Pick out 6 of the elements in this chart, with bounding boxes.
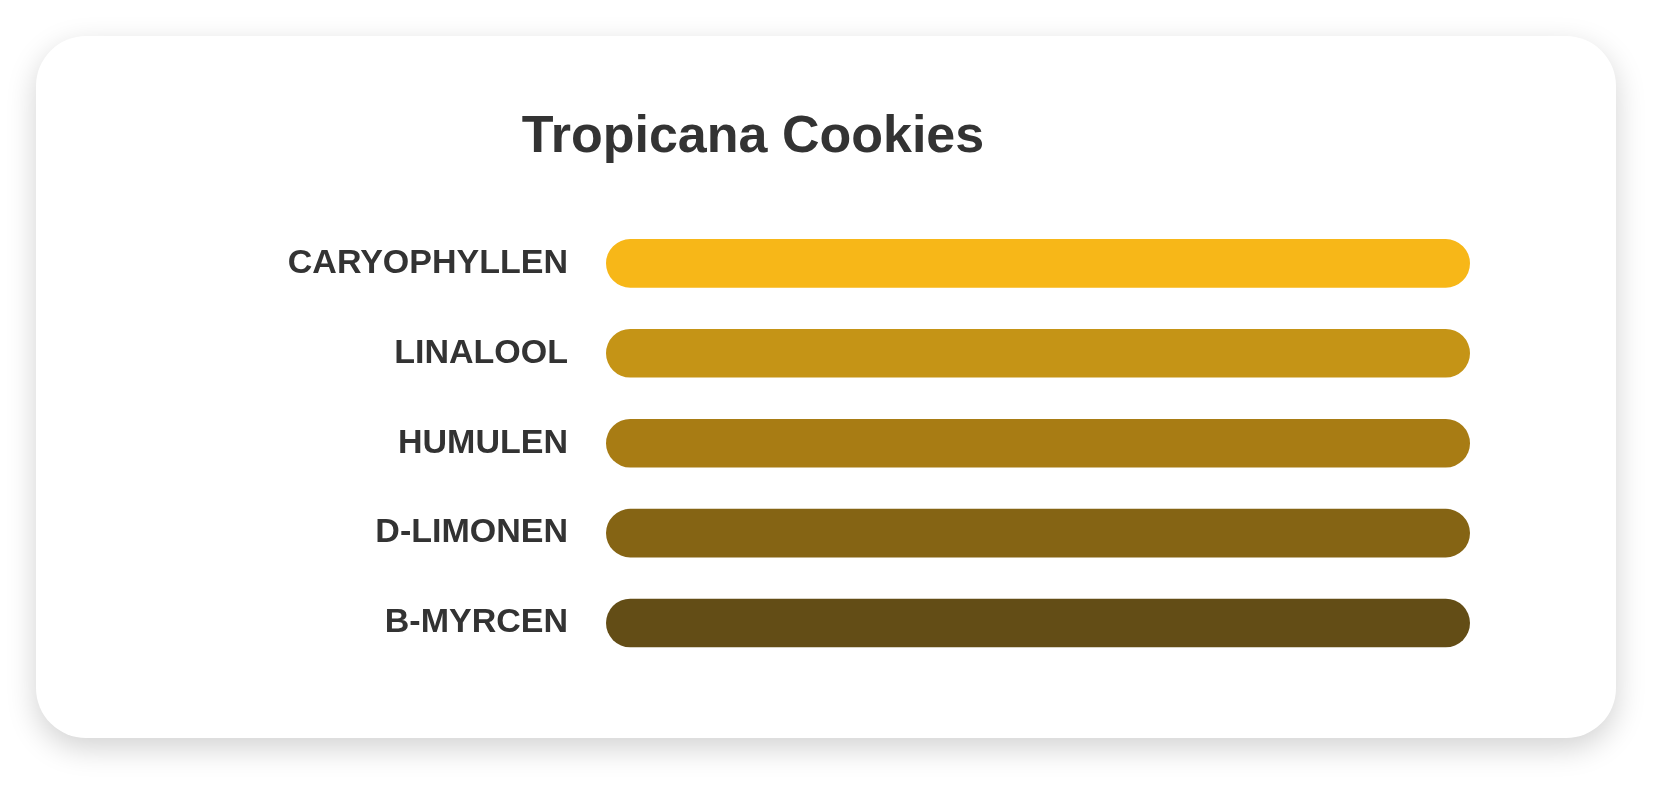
y-tick-label: HUMULEN [398,421,568,460]
y-tick-label: CARYOPHYLLEN [287,241,568,280]
y-tick-label: B-MYRCEN [384,601,568,640]
chart-title: Tropicana Cookies [521,104,985,163]
y-tick-label: D-LIMONEN [375,511,568,550]
y-tick-label: LINALOOL [394,331,568,370]
